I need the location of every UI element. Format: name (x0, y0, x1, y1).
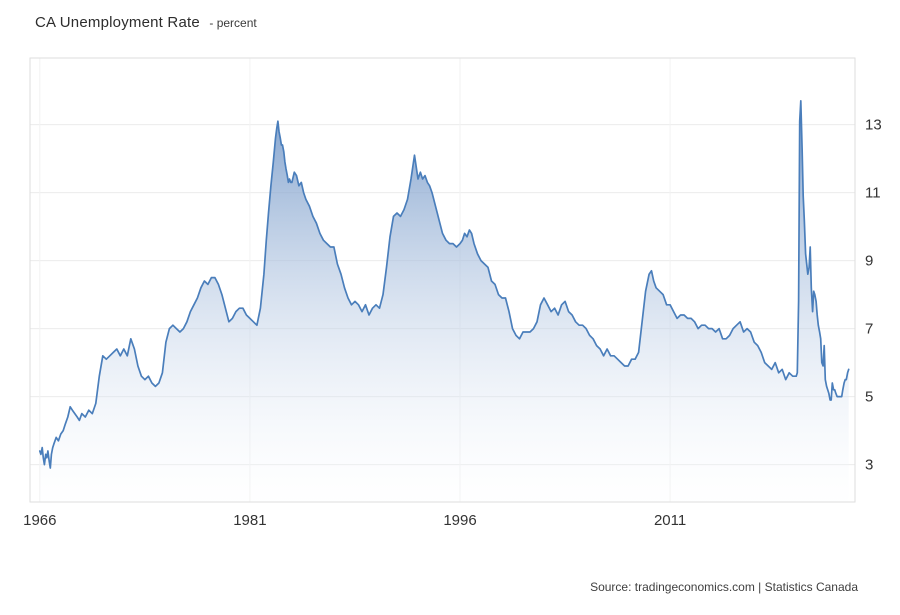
x-axis-tick-label: 1996 (443, 512, 476, 529)
chart-title-text: CA Unemployment Rate (35, 14, 200, 31)
x-axis-tick-label: 2011 (654, 512, 686, 529)
y-axis-tick-label: 3 (865, 457, 873, 474)
x-axis-tick-label: 1981 (233, 512, 266, 529)
y-axis-tick-label: 11 (865, 185, 881, 202)
y-axis-tick-label: 5 (865, 389, 873, 406)
area-series (39, 100, 849, 503)
y-axis-tick-label: 9 (865, 253, 873, 270)
line-series (38, 99, 850, 469)
plot-border (29, 57, 856, 503)
chart-subtitle: - percent (209, 16, 257, 30)
unemployment-area-chart: 3 5 7 9 11 13 1966 1981 1996 2011 (23, 57, 882, 529)
chart-title: CA Unemployment Rate - percent (35, 14, 257, 32)
source-attribution: Source: tradingeconomics.com | Statistic… (590, 580, 858, 594)
y-axis-tick-label: 7 (865, 321, 873, 338)
x-axis-tick-label: 1966 (23, 512, 56, 529)
y-axis-tick-label: 13 (865, 117, 882, 134)
